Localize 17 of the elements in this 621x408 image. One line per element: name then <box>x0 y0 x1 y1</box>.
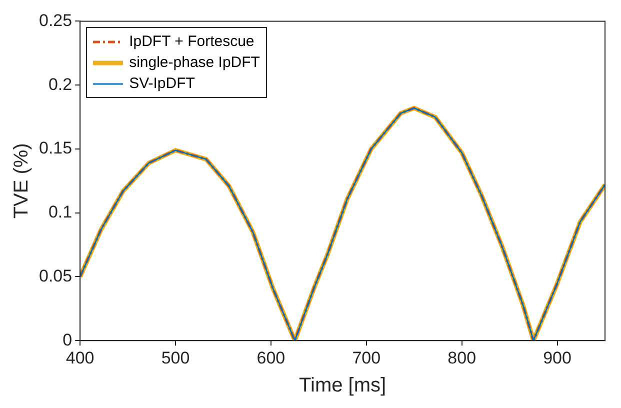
y-tick-label: 0 <box>62 330 72 350</box>
legend-label: IpDFT + Fortescue <box>129 32 254 52</box>
legend-label: SV-IpDFT <box>129 74 195 94</box>
y-tick-label: 0.2 <box>48 74 72 94</box>
x-tick-label: 900 <box>543 348 572 368</box>
legend-label: single-phase IpDFT <box>129 53 260 74</box>
y-tick-label: 0.15 <box>38 138 72 158</box>
y-tick-label: 0.05 <box>38 266 72 286</box>
x-tick-label: 500 <box>161 348 190 368</box>
x-tick-label: 600 <box>256 348 286 368</box>
y-tick-label: 0.1 <box>48 202 72 222</box>
y-tick-label: 0.25 <box>38 10 72 30</box>
x-axis-title: Time [ms] <box>299 374 386 397</box>
x-tick-label: 700 <box>352 348 381 368</box>
x-tick-label: 800 <box>448 348 476 368</box>
y-axis-title: TVE (%) <box>10 143 33 219</box>
x-tick-label: 400 <box>66 348 94 368</box>
